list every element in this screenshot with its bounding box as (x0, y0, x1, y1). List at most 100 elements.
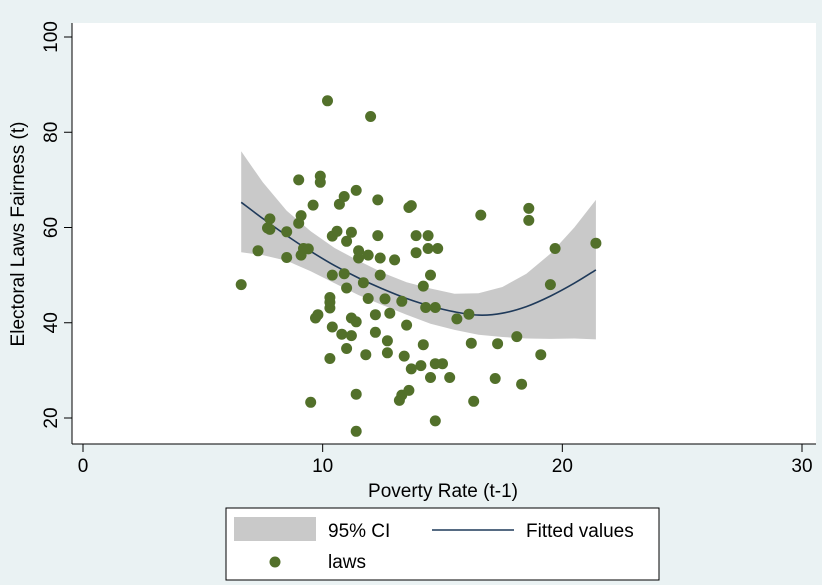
data-point (415, 360, 427, 372)
x-tick-label: 30 (791, 456, 812, 477)
data-point (425, 372, 436, 383)
data-point (381, 335, 393, 347)
legend-ci-swatch (234, 517, 316, 541)
data-point (405, 363, 417, 375)
y-tick-label: 60 (41, 217, 62, 238)
data-point (437, 358, 448, 370)
data-point (381, 347, 393, 359)
data-point (353, 252, 365, 264)
data-point (429, 302, 441, 313)
data-point (326, 321, 338, 333)
data-point (331, 225, 343, 237)
data-point (511, 331, 523, 343)
data-point (360, 349, 372, 361)
data-point (235, 279, 247, 291)
data-point (422, 230, 434, 242)
data-point (341, 235, 353, 247)
data-point (410, 247, 422, 259)
y-tick-label: 40 (41, 312, 62, 333)
data-point (264, 213, 276, 225)
data-point (293, 174, 305, 186)
data-point (324, 296, 336, 308)
data-point (384, 307, 396, 319)
data-point (338, 268, 350, 280)
data-point (374, 269, 386, 281)
data-point (369, 326, 381, 338)
y-tick-label: 80 (41, 122, 62, 143)
data-point (535, 349, 547, 361)
legend-laws-label: laws (328, 552, 366, 573)
data-point (322, 95, 333, 107)
legend-ci-label: 95% CI (328, 521, 390, 542)
data-point (389, 254, 401, 266)
data-point (281, 252, 293, 263)
data-point (401, 319, 413, 331)
data-point (341, 282, 353, 294)
x-tick-label: 10 (312, 456, 333, 477)
data-point (314, 176, 326, 188)
data-point (305, 396, 317, 408)
data-point (362, 293, 374, 304)
data-point (405, 200, 417, 212)
data-point (516, 378, 528, 390)
data-point (451, 313, 463, 325)
data-point (432, 243, 444, 254)
confidence-band-layer (241, 151, 596, 340)
data-point (345, 226, 357, 238)
data-point (326, 269, 338, 281)
scatter-points-layer (235, 95, 602, 437)
data-point (338, 191, 350, 202)
legend-laws-marker (269, 556, 281, 568)
data-point (398, 350, 410, 362)
data-point (422, 243, 434, 254)
data-point (372, 194, 384, 206)
data-point (341, 343, 353, 354)
data-point (350, 184, 362, 196)
x-tick-label: 0 (78, 456, 89, 477)
data-point (417, 339, 429, 351)
data-point (417, 280, 429, 292)
data-point (523, 214, 535, 226)
data-point (465, 337, 477, 349)
data-point (492, 338, 504, 350)
data-point (523, 202, 535, 214)
data-point (463, 308, 475, 320)
data-point (544, 279, 556, 291)
x-axis-title: Poverty Rate (t-1) (368, 481, 518, 502)
data-point (374, 252, 386, 264)
data-point (429, 415, 441, 427)
plot-area (72, 23, 816, 444)
data-point (425, 269, 436, 281)
y-tick-label: 20 (41, 407, 62, 428)
legend-fit-label: Fitted values (526, 521, 634, 542)
data-point (590, 237, 602, 249)
data-point (350, 388, 362, 400)
data-point (350, 425, 362, 437)
data-point (549, 243, 561, 254)
y-axis-title: Electoral Laws Fairness (t) (8, 122, 29, 347)
axes-layer: 0 10 20 30 20 40 60 80 100 (41, 21, 816, 477)
data-point (312, 309, 324, 321)
fitted-line-layer (240, 201, 597, 316)
data-point (281, 226, 293, 238)
legend: 95% CI Fitted values laws (225, 507, 660, 581)
data-point (264, 223, 276, 235)
data-point (302, 243, 314, 255)
data-point (379, 293, 391, 305)
data-point (324, 353, 336, 364)
data-point (307, 199, 319, 211)
data-point (396, 295, 408, 307)
data-point (252, 245, 264, 257)
data-point (357, 277, 369, 289)
y-tick-label: 100 (41, 21, 62, 53)
data-point (489, 373, 501, 384)
data-point (350, 316, 362, 328)
data-point (369, 309, 381, 321)
fitted-line (240, 201, 597, 316)
data-point (420, 302, 432, 313)
data-point (362, 249, 374, 261)
data-point (444, 372, 456, 383)
data-point (410, 230, 422, 242)
data-point (295, 210, 307, 222)
